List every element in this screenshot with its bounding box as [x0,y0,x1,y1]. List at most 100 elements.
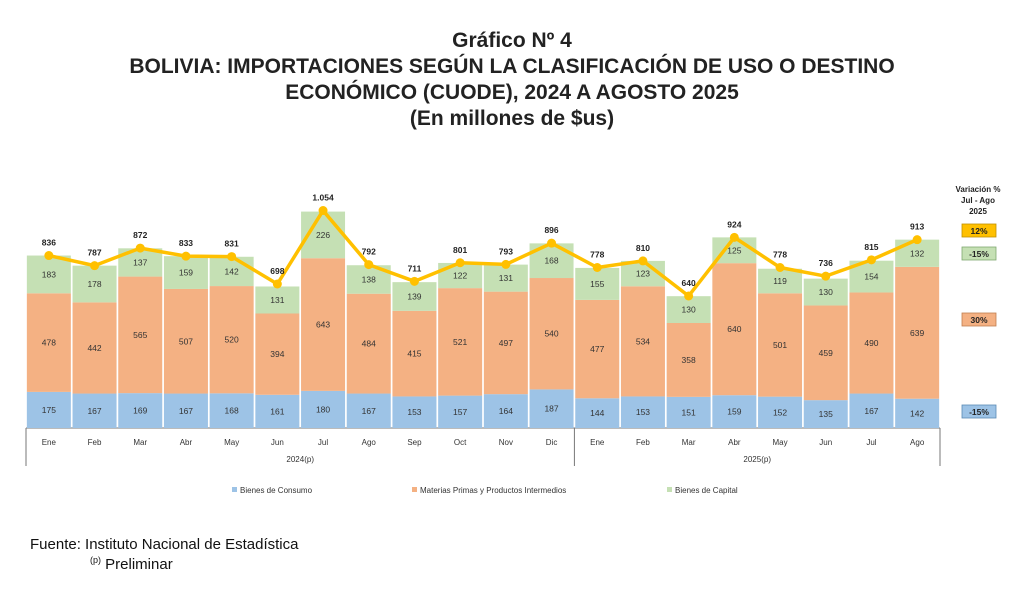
bar-value-label: 497 [499,338,513,348]
total-line [48,208,918,298]
bar-segment [529,389,574,428]
total-point [409,276,419,286]
bar-value-label: 484 [362,339,376,349]
total-point [44,251,54,261]
total-point [90,261,100,271]
variation-value: -15% [969,407,989,417]
bar-value-label: 520 [225,335,239,345]
bar-value-label: 161 [270,406,284,416]
x-tick-label: Feb [636,438,650,447]
chart-titles: Gráfico Nº 4 BOLIVIA: IMPORTACIONES SEGÚ… [0,28,1024,132]
total-point [135,243,145,253]
bar-value-label: 138 [362,274,376,284]
bar-value-label: 137 [133,257,147,267]
bar-segment [392,282,437,311]
total-point [912,235,922,245]
total-value-label: 793 [499,246,513,256]
bar-segment [575,398,620,428]
variation-value: -15% [969,249,989,259]
bar-value-label: 159 [727,407,741,417]
bar-segment [666,296,711,323]
bar-value-label: 130 [682,305,696,315]
bar-value-label: 144 [590,408,604,418]
bar-segment [758,268,803,294]
bar-value-label: 507 [179,336,193,346]
bar-value-label: 442 [87,343,101,353]
bar-value-label: 123 [636,269,650,279]
x-tick-label: Oct [454,438,467,447]
bar-value-label: 132 [910,248,924,258]
variation-box [961,312,997,327]
bar-value-label: 154 [864,272,878,282]
bar-segment [118,276,163,394]
x-tick-label: Jul [866,438,876,447]
bar-segment [575,299,620,399]
variation-value: 30% [970,315,987,325]
bar-value-label: 415 [407,349,421,359]
total-value-label: 833 [179,238,193,248]
variation-title: Variación % [956,185,1001,194]
bar-value-label: 477 [590,344,604,354]
bar-value-label: 178 [87,279,101,289]
bar-segment [346,293,391,394]
x-tick-label: Jul [318,438,328,447]
x-tick-label: Dic [546,438,558,447]
x-tick-label: May [224,438,239,447]
bar-segment [209,286,254,394]
bar-value-label: 226 [316,230,330,240]
x-tick-label: Ago [362,438,377,447]
bar-segment [803,278,848,306]
total-point [318,206,328,216]
variation-box [961,404,997,419]
bar-segment [895,266,940,399]
variation-title: 2025 [969,207,987,216]
total-value-label: 698 [270,266,284,276]
bar-segment [26,255,71,294]
total-point [775,262,785,272]
bar-segment [72,302,117,394]
total-value-label: 711 [408,263,422,273]
bar-value-label: 643 [316,320,330,330]
bar-segment [529,278,574,390]
bar-value-label: 167 [87,406,101,416]
bar-segment [438,395,483,428]
total-value-label: 831 [225,239,239,249]
total-point [638,256,648,266]
bar-segment [163,256,208,289]
bar-segment [255,394,300,428]
bar-value-label: 175 [42,405,56,415]
bar-value-label: 135 [819,409,833,419]
bar-segment [758,396,803,428]
bar-value-label: 167 [179,406,193,416]
x-tick-label: Jun [819,438,832,447]
bar-value-label: 640 [727,324,741,334]
bar-value-label: 131 [499,273,513,283]
bar-value-label: 164 [499,406,513,416]
total-point [364,260,374,270]
variation-box [961,223,997,238]
bar-segment [163,288,208,394]
bar-value-label: 152 [773,407,787,417]
bar-value-label: 540 [544,329,558,339]
bar-segment [255,313,300,395]
total-value-label: 640 [682,278,696,288]
bar-value-label: 169 [133,406,147,416]
total-point [547,238,557,248]
preliminary-text: Preliminar [105,556,173,573]
bar-value-label: 187 [544,404,558,414]
bar-value-label: 394 [270,349,284,359]
x-tick-label: Feb [88,438,102,447]
total-value-label: 872 [133,230,147,240]
x-tick-label: Abr [180,438,193,447]
total-value-label: 815 [864,242,878,252]
total-value-label: 836 [42,238,56,248]
total-point [821,271,831,281]
bar-segment [849,292,894,394]
bar-value-label: 131 [270,295,284,305]
bar-value-label: 139 [407,291,421,301]
bar-value-label: 183 [42,269,56,279]
x-tick-label: Mar [133,438,147,447]
total-point [592,262,602,272]
total-value-label: 778 [590,249,604,259]
bar-segment [392,396,437,428]
